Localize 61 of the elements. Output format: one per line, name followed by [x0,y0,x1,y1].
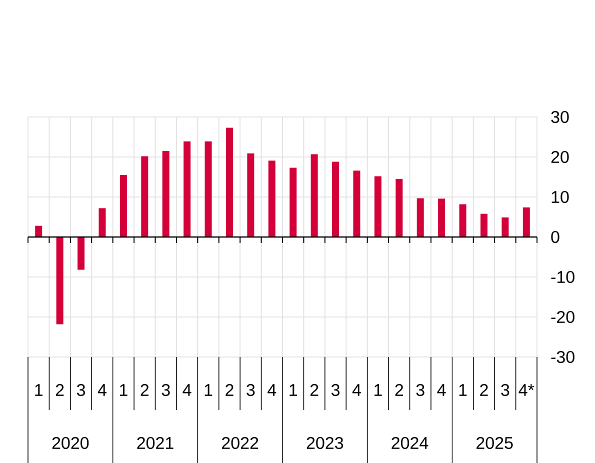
bar [522,207,530,237]
bar [332,162,340,237]
text: 2022 [222,436,258,449]
y-tick-label: -10 [551,270,574,283]
x-tick-label: 3 [501,384,510,396]
x-tick-label: 1 [204,384,212,396]
bar [120,174,127,237]
text: 2021 [137,436,174,449]
bar [204,141,212,237]
bar [268,160,276,237]
y-tick-label: 30 [551,110,569,123]
x-tick-label: 2 [226,384,234,396]
bar [502,217,509,237]
bar [141,156,148,237]
bar [374,176,382,237]
bar [226,128,233,237]
y-tick-label: 10 [552,190,569,203]
bar [98,208,106,237]
bar [459,204,466,237]
x-tick-label: 2 [395,384,404,396]
x-tick-label: 4 [352,384,361,396]
bar [353,170,360,237]
bar [247,153,254,237]
y-tick-label: 20 [551,150,569,163]
x-tick-label: 3 [76,384,85,396]
x-tick-label: 2 [310,384,318,396]
y-tick-label: -20 [551,310,574,323]
x-tick-label: 3 [416,384,424,396]
bar [56,236,64,324]
bar [416,198,424,237]
x-tick-label: 1 [459,384,467,396]
bar [35,226,42,237]
bar [162,150,170,237]
x-tick-label: 4 [98,384,106,396]
text: 2025 [476,436,513,449]
text: 2023 [306,436,344,449]
y-tick-label: 0 [551,230,560,243]
bar [310,154,318,237]
x-tick-label: 4 [437,384,446,396]
text: 2024 [392,436,428,449]
x-tick-label: 3 [246,384,255,396]
x-tick-label: 1 [35,384,43,396]
bar [438,198,446,237]
x-tick-label: 4 [268,384,276,396]
x-tick-label: 2 [56,384,64,396]
x-tick-label: 1 [290,384,298,396]
x-tick-label: 4* [518,384,534,396]
x-tick-label: 2 [140,384,149,396]
y-tick-label: -30 [551,350,574,363]
bar [78,236,85,270]
x-tick-label: 4 [182,384,192,396]
bar [480,214,488,237]
bar [396,178,403,237]
x-tick-label: 3 [162,384,170,396]
bar [184,141,191,237]
x-tick-label: 3 [331,384,340,396]
bar [290,168,297,237]
x-tick-label: 1 [374,384,382,396]
x-tick-label: 2 [480,384,488,396]
text: 2020 [52,436,89,449]
x-tick-label: 1 [120,384,128,396]
